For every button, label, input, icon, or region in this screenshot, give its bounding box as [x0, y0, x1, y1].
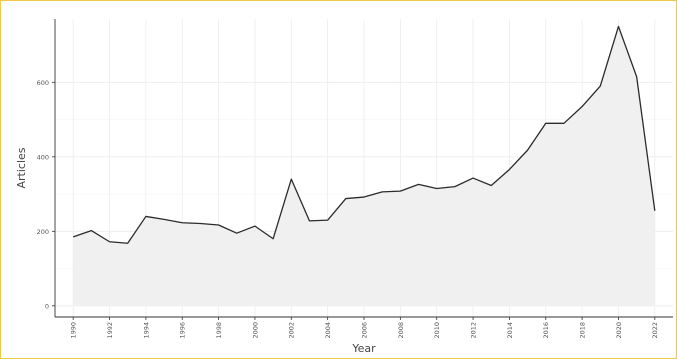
y-ticks: 0 200 400 600 [37, 79, 55, 310]
x-tick-label: 2014 [506, 322, 514, 339]
x-tick-label: 2006 [360, 322, 368, 339]
y-tick-label: 400 [37, 153, 49, 161]
y-tick-label: 0 [45, 302, 49, 310]
y-tick-label: 600 [37, 79, 49, 87]
x-tick-label: 1996 [179, 322, 187, 339]
x-axis-title: Year [351, 342, 376, 355]
x-tick-label: 1990 [70, 322, 78, 339]
x-tick-label: 2002 [288, 322, 296, 339]
x-tick-label: 2018 [579, 322, 587, 339]
x-tick-label: 2010 [433, 322, 441, 339]
x-tick-label: 2016 [542, 322, 550, 339]
data-points [73, 26, 655, 244]
x-tick-label: 2008 [397, 322, 405, 339]
x-tick-label: 2012 [469, 322, 477, 339]
x-tick-label: 2020 [615, 322, 623, 339]
x-tick-label: 1992 [106, 322, 114, 339]
x-tick-label: 1994 [142, 322, 150, 339]
series-area-fill [73, 26, 655, 306]
y-axis-title: Articles [15, 147, 28, 188]
x-tick-label: 1998 [215, 322, 223, 339]
x-tick-label: 2000 [251, 322, 259, 339]
x-ticks: 1990 1992 1994 1996 1998 2000 2002 2004 2006 2008… [70, 317, 659, 339]
y-tick-label: 200 [37, 228, 49, 236]
x-tick-label: 2022 [651, 322, 659, 339]
x-tick-label: 2004 [324, 322, 332, 339]
